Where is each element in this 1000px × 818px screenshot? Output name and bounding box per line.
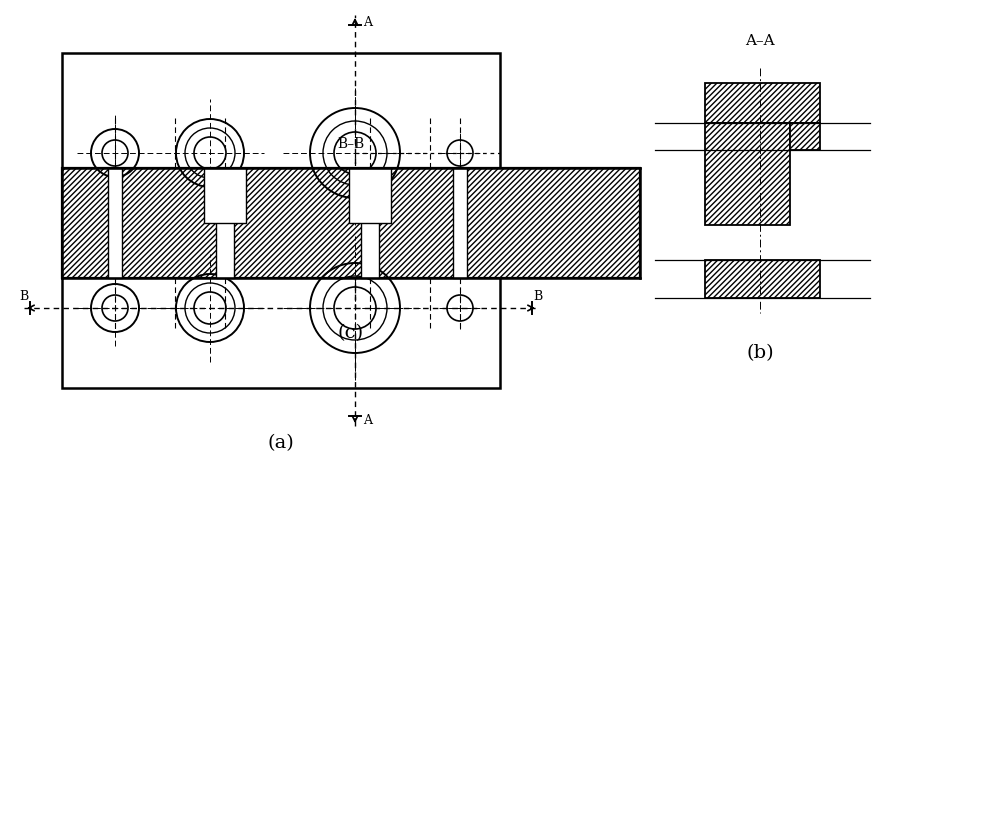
Text: (a): (a) bbox=[268, 434, 294, 452]
Text: B–B: B–B bbox=[337, 137, 365, 151]
Bar bbox=[790, 123, 820, 150]
Text: A: A bbox=[363, 16, 372, 29]
Bar bbox=[108, 168, 122, 278]
Bar bbox=[204, 168, 246, 223]
Bar bbox=[62, 168, 640, 278]
Bar bbox=[62, 168, 640, 278]
Bar bbox=[705, 260, 820, 298]
Bar bbox=[705, 83, 820, 123]
Text: A: A bbox=[363, 414, 372, 426]
Bar bbox=[62, 53, 500, 388]
Bar bbox=[705, 83, 820, 123]
Bar bbox=[705, 123, 790, 225]
Bar bbox=[790, 123, 820, 150]
Text: (b): (b) bbox=[746, 344, 774, 362]
Bar bbox=[705, 260, 820, 298]
Bar bbox=[361, 168, 379, 278]
Bar bbox=[453, 168, 467, 278]
Bar bbox=[349, 168, 391, 223]
Text: (c): (c) bbox=[338, 324, 364, 342]
Bar bbox=[216, 168, 234, 278]
Bar bbox=[705, 123, 790, 225]
Text: B: B bbox=[533, 290, 543, 303]
Text: B: B bbox=[19, 290, 29, 303]
Text: A–A: A–A bbox=[745, 34, 775, 48]
